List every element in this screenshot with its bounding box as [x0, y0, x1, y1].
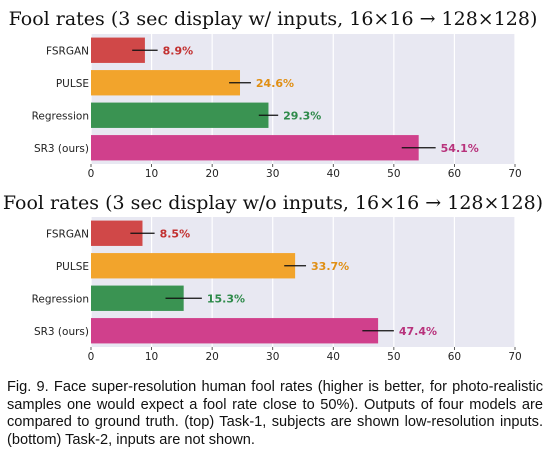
x-tick-label: 0: [88, 351, 95, 363]
chart-2: Fool rates (3 sec display w/o inputs, 16…: [3, 192, 543, 363]
category-label: PULSE: [56, 261, 89, 273]
x-tick-label: 70: [508, 168, 521, 180]
data-label: 54.1%: [441, 142, 479, 155]
x-tick-label: 50: [387, 351, 400, 363]
data-label: 8.5%: [160, 227, 191, 240]
category-label: FSRGAN: [46, 228, 89, 240]
x-tick-label: 70: [508, 351, 521, 363]
data-label: 29.3%: [283, 109, 321, 122]
data-label: 24.6%: [256, 77, 294, 90]
category-label: PULSE: [56, 78, 89, 90]
x-tick-label: 10: [145, 351, 158, 363]
category-label: Regression: [32, 110, 89, 122]
x-tick-label: 20: [205, 168, 218, 180]
figure-caption: Fig. 9. Face super-resolution human fool…: [7, 379, 543, 448]
x-tick-label: 60: [448, 351, 461, 363]
bar: [91, 135, 419, 161]
chart-title: Fool rates (3 sec display w/ inputs, 16×…: [9, 8, 538, 30]
x-tick-label: 40: [327, 168, 340, 180]
data-label: 15.3%: [207, 292, 245, 305]
category-label: FSRGAN: [46, 45, 89, 57]
x-tick-label: 40: [327, 351, 340, 363]
data-label: 47.4%: [399, 325, 437, 338]
x-tick-label: 30: [266, 351, 279, 363]
chart-title: Fool rates (3 sec display w/o inputs, 16…: [3, 192, 543, 214]
category-label: Regression: [32, 293, 89, 305]
bar: [91, 253, 296, 279]
x-tick-label: 60: [448, 168, 461, 180]
category-label: SR3 (ours): [34, 143, 89, 155]
x-tick-label: 0: [88, 168, 95, 180]
bar: [91, 70, 241, 96]
figure-canvas: Fool rates (3 sec display w/ inputs, 16×…: [3, 8, 543, 363]
data-label: 8.9%: [163, 44, 194, 57]
category-label: SR3 (ours): [34, 326, 89, 338]
data-label: 33.7%: [311, 260, 349, 273]
x-tick-label: 30: [266, 168, 279, 180]
x-tick-label: 20: [205, 351, 218, 363]
bar: [91, 318, 379, 344]
bar: [91, 102, 269, 128]
chart-1: Fool rates (3 sec display w/ inputs, 16×…: [9, 8, 538, 180]
x-tick-label: 50: [387, 168, 400, 180]
x-tick-label: 10: [145, 168, 158, 180]
